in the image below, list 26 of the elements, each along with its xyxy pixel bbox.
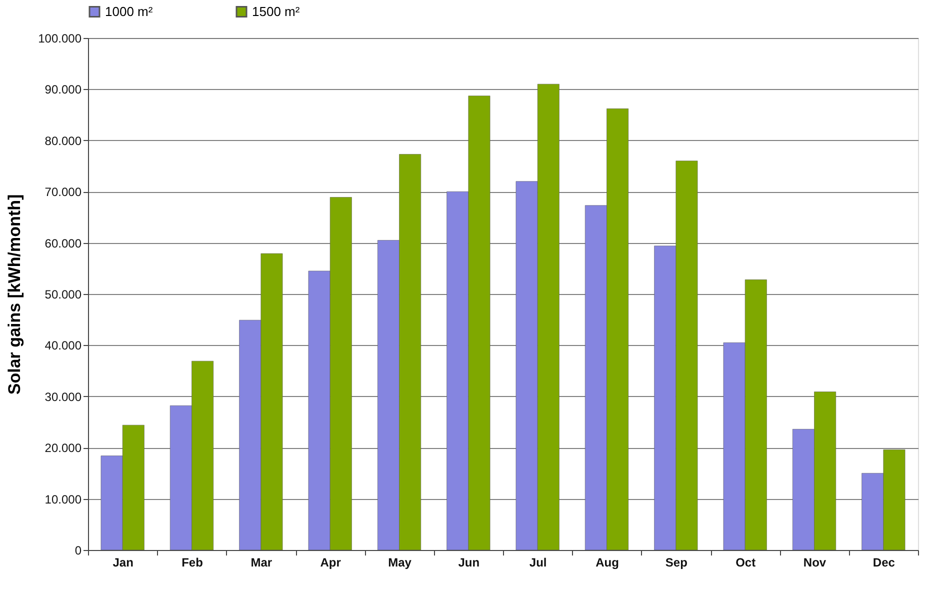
y-tick-label: 0 — [74, 544, 82, 558]
y-tick-label: 60.000 — [44, 236, 82, 250]
x-tick-label: Oct — [736, 556, 756, 570]
x-tick-label: Nov — [803, 556, 826, 570]
legend-label: 1500 m² — [252, 4, 300, 19]
y-axis-title: Solar gains [kWh/month] — [5, 194, 24, 395]
x-tick-label: Jun — [458, 556, 480, 570]
x-tick-label: May — [388, 556, 412, 570]
y-tick-label: 90.000 — [44, 82, 82, 97]
y-tick-label: 20.000 — [44, 441, 82, 456]
y-tick-label: 10.000 — [44, 492, 82, 506]
y-tick-label: 70.000 — [44, 185, 82, 200]
x-tick-label: Sep — [665, 556, 688, 570]
y-tick-label: 40.000 — [44, 338, 82, 353]
x-tick-label: Dec — [872, 556, 896, 570]
x-tick-label: Feb — [182, 556, 203, 570]
legend-label: 1000 m² — [105, 4, 154, 19]
y-tick-label: 30.000 — [44, 390, 82, 404]
x-tick-label: Jul — [529, 556, 547, 570]
y-tick-label: 80.000 — [44, 134, 82, 148]
x-tick-label: Apr — [320, 556, 342, 570]
x-tick-label: Mar — [250, 556, 272, 570]
x-tick-label: Jan — [112, 556, 134, 570]
y-tick-label: 50.000 — [44, 288, 82, 302]
x-tick-label: Aug — [596, 556, 619, 570]
y-tick-label: 100.000 — [38, 32, 82, 46]
